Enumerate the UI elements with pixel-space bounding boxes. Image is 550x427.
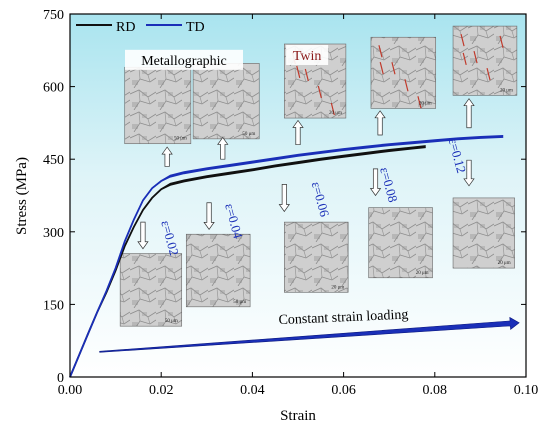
micrograph-image [185, 233, 251, 308]
micrograph-6: 50 μm [119, 253, 183, 327]
micrograph-4: 20 μm [370, 36, 437, 109]
x-tick-label: 0.06 [331, 383, 356, 398]
twin-label-bg [286, 44, 329, 65]
micrograph-7: 50 μm [185, 233, 251, 308]
twin-mark [473, 50, 478, 64]
constant-strain-arrow [99, 316, 520, 353]
lower-arrow-1 [137, 221, 149, 250]
scale-bar-label: 50 μm [165, 319, 178, 324]
legend-label-td: TD [186, 20, 205, 35]
twin-mark [462, 52, 467, 66]
y-tick-label: 300 [43, 226, 64, 241]
micrograph-image [119, 253, 183, 327]
micrograph-1: 50 μm [124, 66, 192, 145]
upper-arrow-2 [217, 136, 229, 160]
series-td [69, 135, 504, 378]
lower-arrow-3 [278, 184, 291, 213]
constant-strain-label: Constant strain loading [278, 308, 408, 329]
scale-bar-label: 50 μm [233, 300, 246, 305]
metallographic-label: Metallographic [141, 54, 227, 69]
x-tick-label: 0.02 [149, 383, 174, 398]
micrograph-image [452, 25, 518, 96]
scale-bar-label: 50 μm [242, 132, 255, 137]
x-axis-label: Strain [280, 408, 316, 424]
scale-bar-label: 20 μm [329, 111, 342, 116]
lower-arrow-2 [203, 202, 215, 230]
y-tick-label: 150 [43, 298, 64, 313]
x-tick-label: 0.00 [58, 383, 83, 398]
upper-arrow-4 [374, 110, 386, 136]
micrograph-image [452, 197, 515, 269]
scale-bar-label: 20 μm [416, 271, 429, 276]
axes [69, 13, 527, 378]
legend: RD TD [76, 20, 205, 35]
metallographic-label-bg [125, 49, 243, 70]
twin-mark [379, 61, 384, 75]
micrograph-10: 20 μm [452, 197, 515, 269]
y-tick-label: 0 [57, 371, 64, 386]
micrograph-image [370, 36, 437, 109]
twin-mark [417, 96, 422, 109]
scale-bar-label: 20 μm [500, 88, 513, 93]
upper-arrow-3 [292, 119, 304, 146]
scale-bar-label: 20 μm [498, 261, 511, 266]
micrograph-image [284, 221, 349, 293]
micrograph-8: 20 μm [284, 221, 349, 293]
micrograph-2: 50 μm [192, 63, 260, 140]
y-tick-label: 600 [43, 81, 64, 96]
micrograph-image [192, 63, 260, 140]
y-axis-label: Stress (MPa) [14, 157, 30, 235]
micrograph-9: 20 μm [368, 207, 433, 279]
y-tick-label: 450 [43, 153, 64, 168]
x-tick-label: 0.08 [423, 383, 448, 398]
twin-mark [296, 65, 301, 79]
twin-mark [499, 35, 504, 49]
upper-arrow-1 [161, 146, 173, 167]
series-layer [69, 135, 504, 378]
twin-mark [317, 85, 322, 99]
twin-mark [304, 68, 309, 82]
lower-arrow-4 [369, 168, 382, 197]
y-tick-label: 750 [43, 8, 64, 23]
scale-bar-label: 20 μm [331, 285, 344, 290]
legend-label-rd: RD [116, 20, 135, 35]
micrograph-5: 20 μm [452, 25, 518, 96]
plot-frame [69, 13, 527, 378]
twin-mark [330, 102, 335, 116]
state-arrow-layer [99, 98, 520, 353]
twin-mark [460, 33, 465, 47]
upper-arrow-5 [463, 98, 475, 129]
x-tick-label: 0.10 [514, 383, 539, 398]
tick-layer: 0.00 0.02 0.04 0.06 0.08 0.10 0 150 300 450 600 750 [43, 8, 538, 398]
lower-arrow-5 [463, 159, 475, 187]
twin-mark [486, 67, 491, 81]
twin-mark [404, 79, 409, 92]
micrograph-image [124, 66, 192, 145]
series-line-td-repeat [69, 135, 504, 377]
scale-bar-label: 50 μm [174, 137, 187, 142]
twin-label: Twin [293, 49, 322, 64]
scale-bar-label: 20 μm [419, 101, 432, 106]
x-tick-label: 0.04 [240, 383, 265, 398]
twin-mark [378, 45, 383, 58]
twin-mark [391, 62, 396, 75]
micrograph-image [368, 207, 433, 279]
